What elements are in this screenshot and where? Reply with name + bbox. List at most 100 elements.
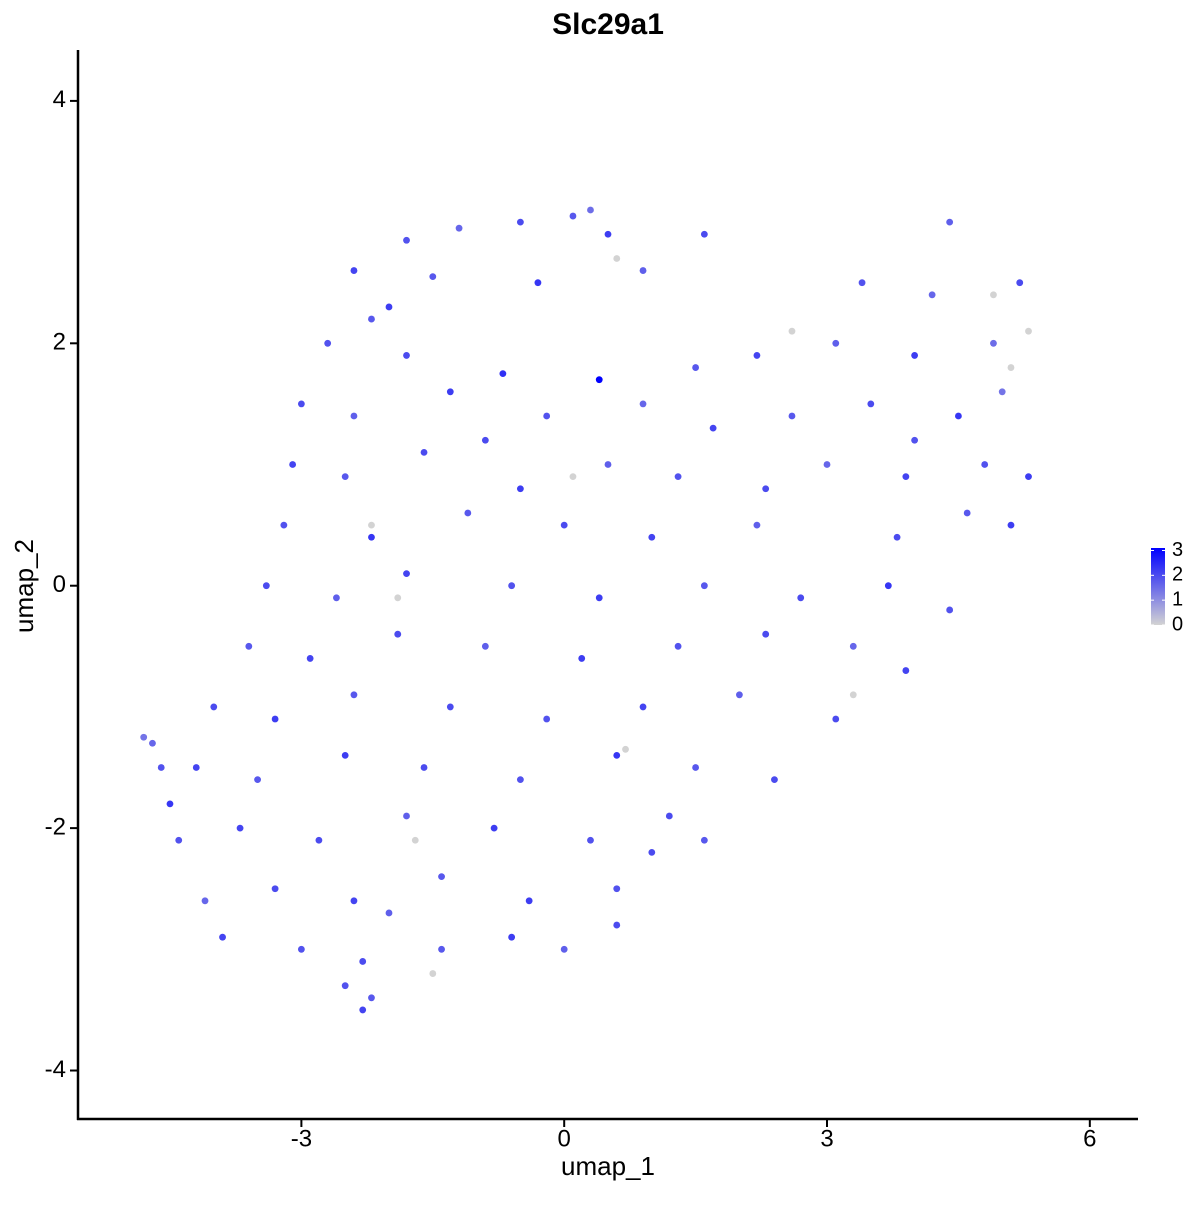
point [990, 339, 997, 347]
point [394, 630, 402, 638]
x-axis-title: umap_1 [561, 1151, 655, 1181]
point [700, 836, 708, 844]
point [692, 364, 700, 371]
point [368, 521, 375, 529]
point [858, 279, 866, 287]
colorbar-label: 1 [1172, 588, 1183, 610]
point [534, 279, 542, 287]
point [289, 461, 297, 468]
point [271, 715, 279, 723]
point [368, 315, 375, 323]
point [403, 570, 410, 577]
point [394, 594, 402, 602]
x-tick-label: 0 [558, 1125, 571, 1152]
point [543, 412, 551, 420]
point [438, 945, 445, 953]
point [832, 339, 840, 347]
point [175, 836, 183, 844]
point [157, 764, 165, 771]
point [797, 594, 805, 602]
point [587, 206, 594, 214]
point [613, 255, 621, 262]
y-axis-title: umap_2 [9, 539, 39, 633]
point [990, 291, 997, 299]
point [981, 461, 989, 468]
point [411, 836, 419, 844]
x-tick-label: 3 [820, 1125, 833, 1152]
point [490, 824, 498, 832]
point [350, 897, 358, 905]
point [341, 751, 349, 759]
point [569, 473, 577, 481]
point [516, 218, 524, 226]
point [674, 642, 682, 650]
point [762, 630, 770, 638]
point [639, 267, 647, 274]
point [166, 800, 174, 808]
point [262, 582, 270, 590]
point [946, 218, 954, 226]
point [341, 473, 349, 481]
point [1016, 279, 1024, 287]
point [297, 400, 305, 408]
point [587, 836, 594, 844]
point [420, 764, 428, 771]
point [271, 885, 279, 893]
point [788, 327, 796, 335]
point [420, 448, 428, 456]
point [508, 933, 516, 941]
point [1025, 473, 1032, 481]
point [560, 945, 568, 953]
point [192, 764, 200, 771]
point [613, 885, 621, 893]
point [595, 594, 603, 602]
point [341, 982, 349, 990]
point [359, 1006, 367, 1014]
point [525, 897, 533, 905]
point [219, 933, 226, 941]
point [963, 509, 971, 517]
point [884, 582, 892, 590]
point [569, 212, 577, 220]
y-tick-label: 4 [53, 86, 66, 113]
point [639, 400, 647, 408]
point [893, 533, 901, 541]
point [762, 485, 770, 493]
point [771, 776, 778, 784]
point [604, 461, 612, 468]
point [350, 267, 358, 274]
point [674, 473, 682, 481]
point [385, 909, 393, 917]
point [1007, 521, 1015, 529]
point [455, 224, 463, 232]
point [403, 812, 410, 820]
point [210, 703, 218, 711]
y-tick-label: -4 [45, 1056, 66, 1083]
point [928, 291, 936, 299]
point [481, 642, 489, 650]
x-tick-label: 6 [1083, 1125, 1096, 1152]
point [622, 745, 629, 753]
point [823, 461, 831, 468]
point [297, 945, 305, 953]
point [140, 733, 148, 741]
point [1025, 327, 1032, 335]
point [613, 751, 621, 759]
point [236, 824, 244, 832]
y-tick-label: 0 [53, 571, 66, 598]
point [149, 739, 156, 747]
point [508, 582, 516, 590]
point [692, 764, 700, 771]
point [1007, 364, 1015, 371]
point [753, 352, 761, 359]
point [429, 273, 437, 281]
y-tick-label: -2 [45, 813, 66, 840]
point [368, 533, 375, 541]
point [201, 897, 209, 905]
point [464, 509, 472, 517]
point [315, 836, 323, 844]
point [324, 339, 332, 347]
point [648, 533, 656, 541]
point [736, 691, 743, 699]
